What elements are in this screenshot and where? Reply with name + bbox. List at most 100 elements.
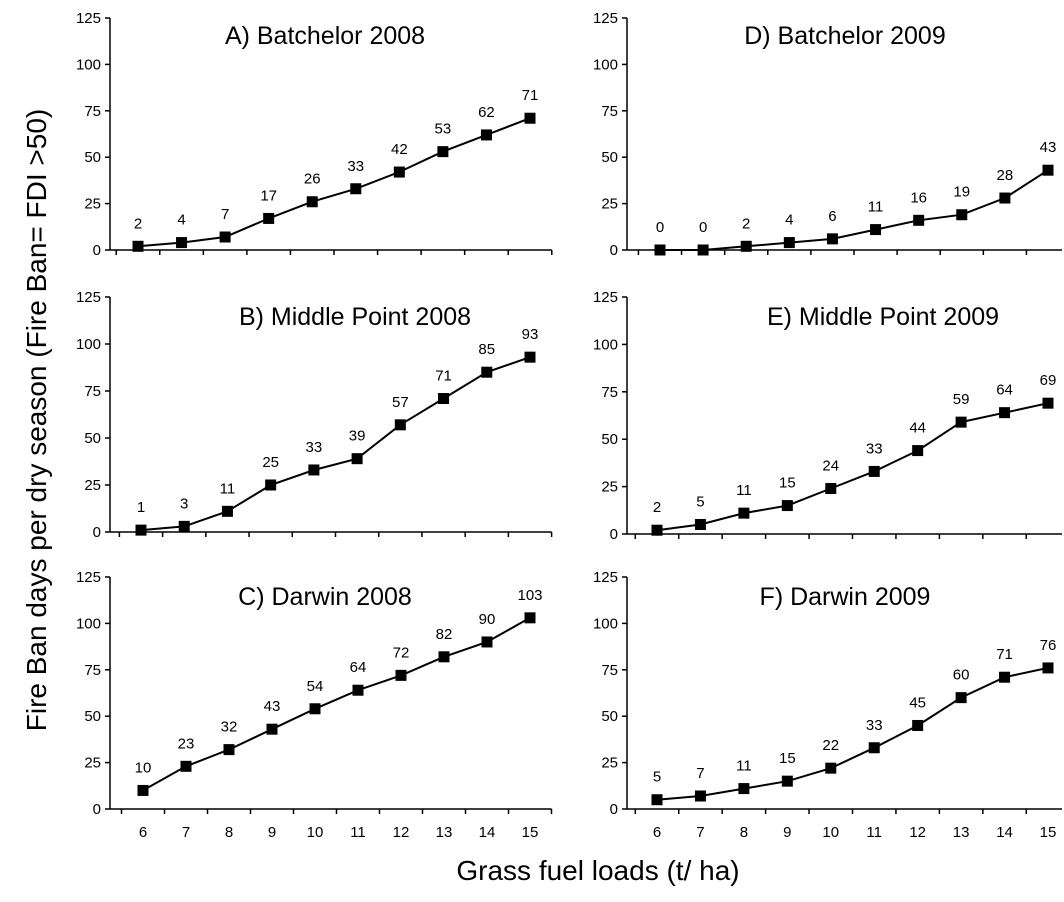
data-label: 71	[435, 368, 452, 385]
series-line	[142, 616, 531, 792]
y-tick-label: 0	[93, 242, 101, 259]
data-label: 85	[478, 341, 495, 358]
data-label: 2	[653, 499, 661, 516]
data-label: 42	[391, 141, 408, 158]
data-point	[352, 684, 364, 696]
data-point	[999, 671, 1011, 683]
data-label: 5	[696, 494, 704, 511]
data-point	[956, 209, 968, 221]
data-point	[480, 129, 492, 141]
panel-6: 0 25 50 75 100 125 6 7 8 9 10 11 12 13 14 15 5 7 11 15 22 33 4…	[593, 569, 1062, 841]
data-point	[524, 612, 536, 624]
data-point	[651, 524, 663, 536]
data-point	[350, 183, 362, 195]
data-label: 44	[909, 420, 926, 437]
data-label: 39	[349, 428, 366, 445]
data-point	[394, 419, 406, 431]
y-tick-label: 75	[84, 662, 101, 679]
y-tick-label: 0	[93, 801, 101, 818]
data-label: 11	[736, 758, 752, 775]
series-line	[656, 666, 1049, 801]
x-tick-label: 12	[393, 824, 410, 841]
x-tick-label: 15	[522, 824, 539, 841]
series-line	[140, 356, 531, 532]
data-point	[738, 783, 750, 795]
series-line	[656, 402, 1049, 532]
data-point	[308, 464, 320, 476]
data-point	[825, 762, 837, 774]
data-label: 25	[262, 454, 279, 471]
data-point	[825, 482, 837, 494]
y-tick-label: 25	[84, 477, 101, 494]
data-label: 24	[822, 457, 839, 474]
data-label: 11	[736, 482, 752, 499]
x-tick-label: 10	[822, 824, 839, 841]
data-point	[912, 719, 924, 731]
data-label: 43	[1040, 139, 1057, 156]
x-tick-label: 12	[909, 824, 926, 841]
y-tick-label: 100	[593, 336, 618, 353]
data-label: 26	[304, 171, 321, 188]
data-point	[351, 453, 363, 465]
x-tick-label: 8	[225, 824, 233, 841]
data-label: 7	[696, 765, 704, 782]
data-point	[781, 775, 793, 787]
data-point	[481, 636, 493, 648]
data-label: 82	[436, 626, 453, 643]
y-tick-label: 50	[84, 430, 101, 447]
data-point	[868, 742, 880, 754]
data-label: 45	[909, 694, 926, 711]
data-label: 15	[779, 750, 796, 767]
series-line	[660, 169, 1049, 251]
y-tick-label: 0	[610, 801, 618, 818]
data-point	[999, 407, 1011, 419]
data-point	[955, 692, 967, 704]
data-point	[263, 212, 275, 224]
data-point	[265, 479, 277, 491]
x-tick-label: 13	[953, 824, 970, 841]
data-point	[868, 465, 880, 477]
data-label: 76	[1040, 637, 1057, 654]
data-label: 23	[178, 735, 195, 752]
data-label: 1	[137, 499, 145, 516]
data-point	[738, 507, 750, 519]
data-label: 22	[822, 737, 839, 754]
data-label: 0	[656, 219, 664, 236]
data-label: 5	[653, 769, 661, 786]
data-label: 93	[522, 326, 539, 343]
y-tick-label: 75	[84, 383, 101, 400]
data-point	[437, 146, 449, 158]
data-label: 7	[221, 206, 229, 223]
data-label: 11	[220, 480, 236, 497]
data-label: 2	[134, 215, 142, 232]
data-point	[783, 237, 795, 249]
data-label: 10	[135, 759, 152, 776]
x-tick-label: 11	[350, 824, 366, 841]
y-tick-label: 25	[84, 755, 101, 772]
y-tick-label: 100	[76, 336, 101, 353]
data-point	[524, 112, 536, 124]
y-tick-label: 100	[593, 615, 618, 632]
panel-2: 0 25 50 75 100 125 0 0 2 4 6 11 16 19 28 43 D) Batchelor…	[593, 10, 1062, 259]
data-point	[438, 651, 450, 663]
data-label: 16	[910, 189, 927, 206]
data-label: 3	[180, 495, 188, 512]
x-tick-label: 15	[1040, 824, 1057, 841]
data-label: 64	[350, 659, 367, 676]
data-point	[999, 192, 1011, 204]
panel-title: E) Middle Point 2009	[767, 303, 999, 331]
y-tick-label: 100	[76, 56, 101, 73]
y-tick-label: 0	[93, 524, 101, 541]
data-label: 4	[177, 212, 185, 229]
x-axis-title: Grass fuel loads (t/ ha)	[456, 855, 739, 886]
x-tick-label: 13	[436, 824, 453, 841]
data-label: 17	[260, 187, 277, 204]
x-tick-label: 11	[866, 824, 882, 841]
data-label: 72	[393, 644, 410, 661]
y-tick-label: 125	[593, 569, 618, 586]
data-point	[219, 231, 231, 243]
y-tick-label: 50	[601, 149, 618, 166]
data-label: 71	[522, 87, 539, 104]
data-point	[176, 237, 188, 249]
